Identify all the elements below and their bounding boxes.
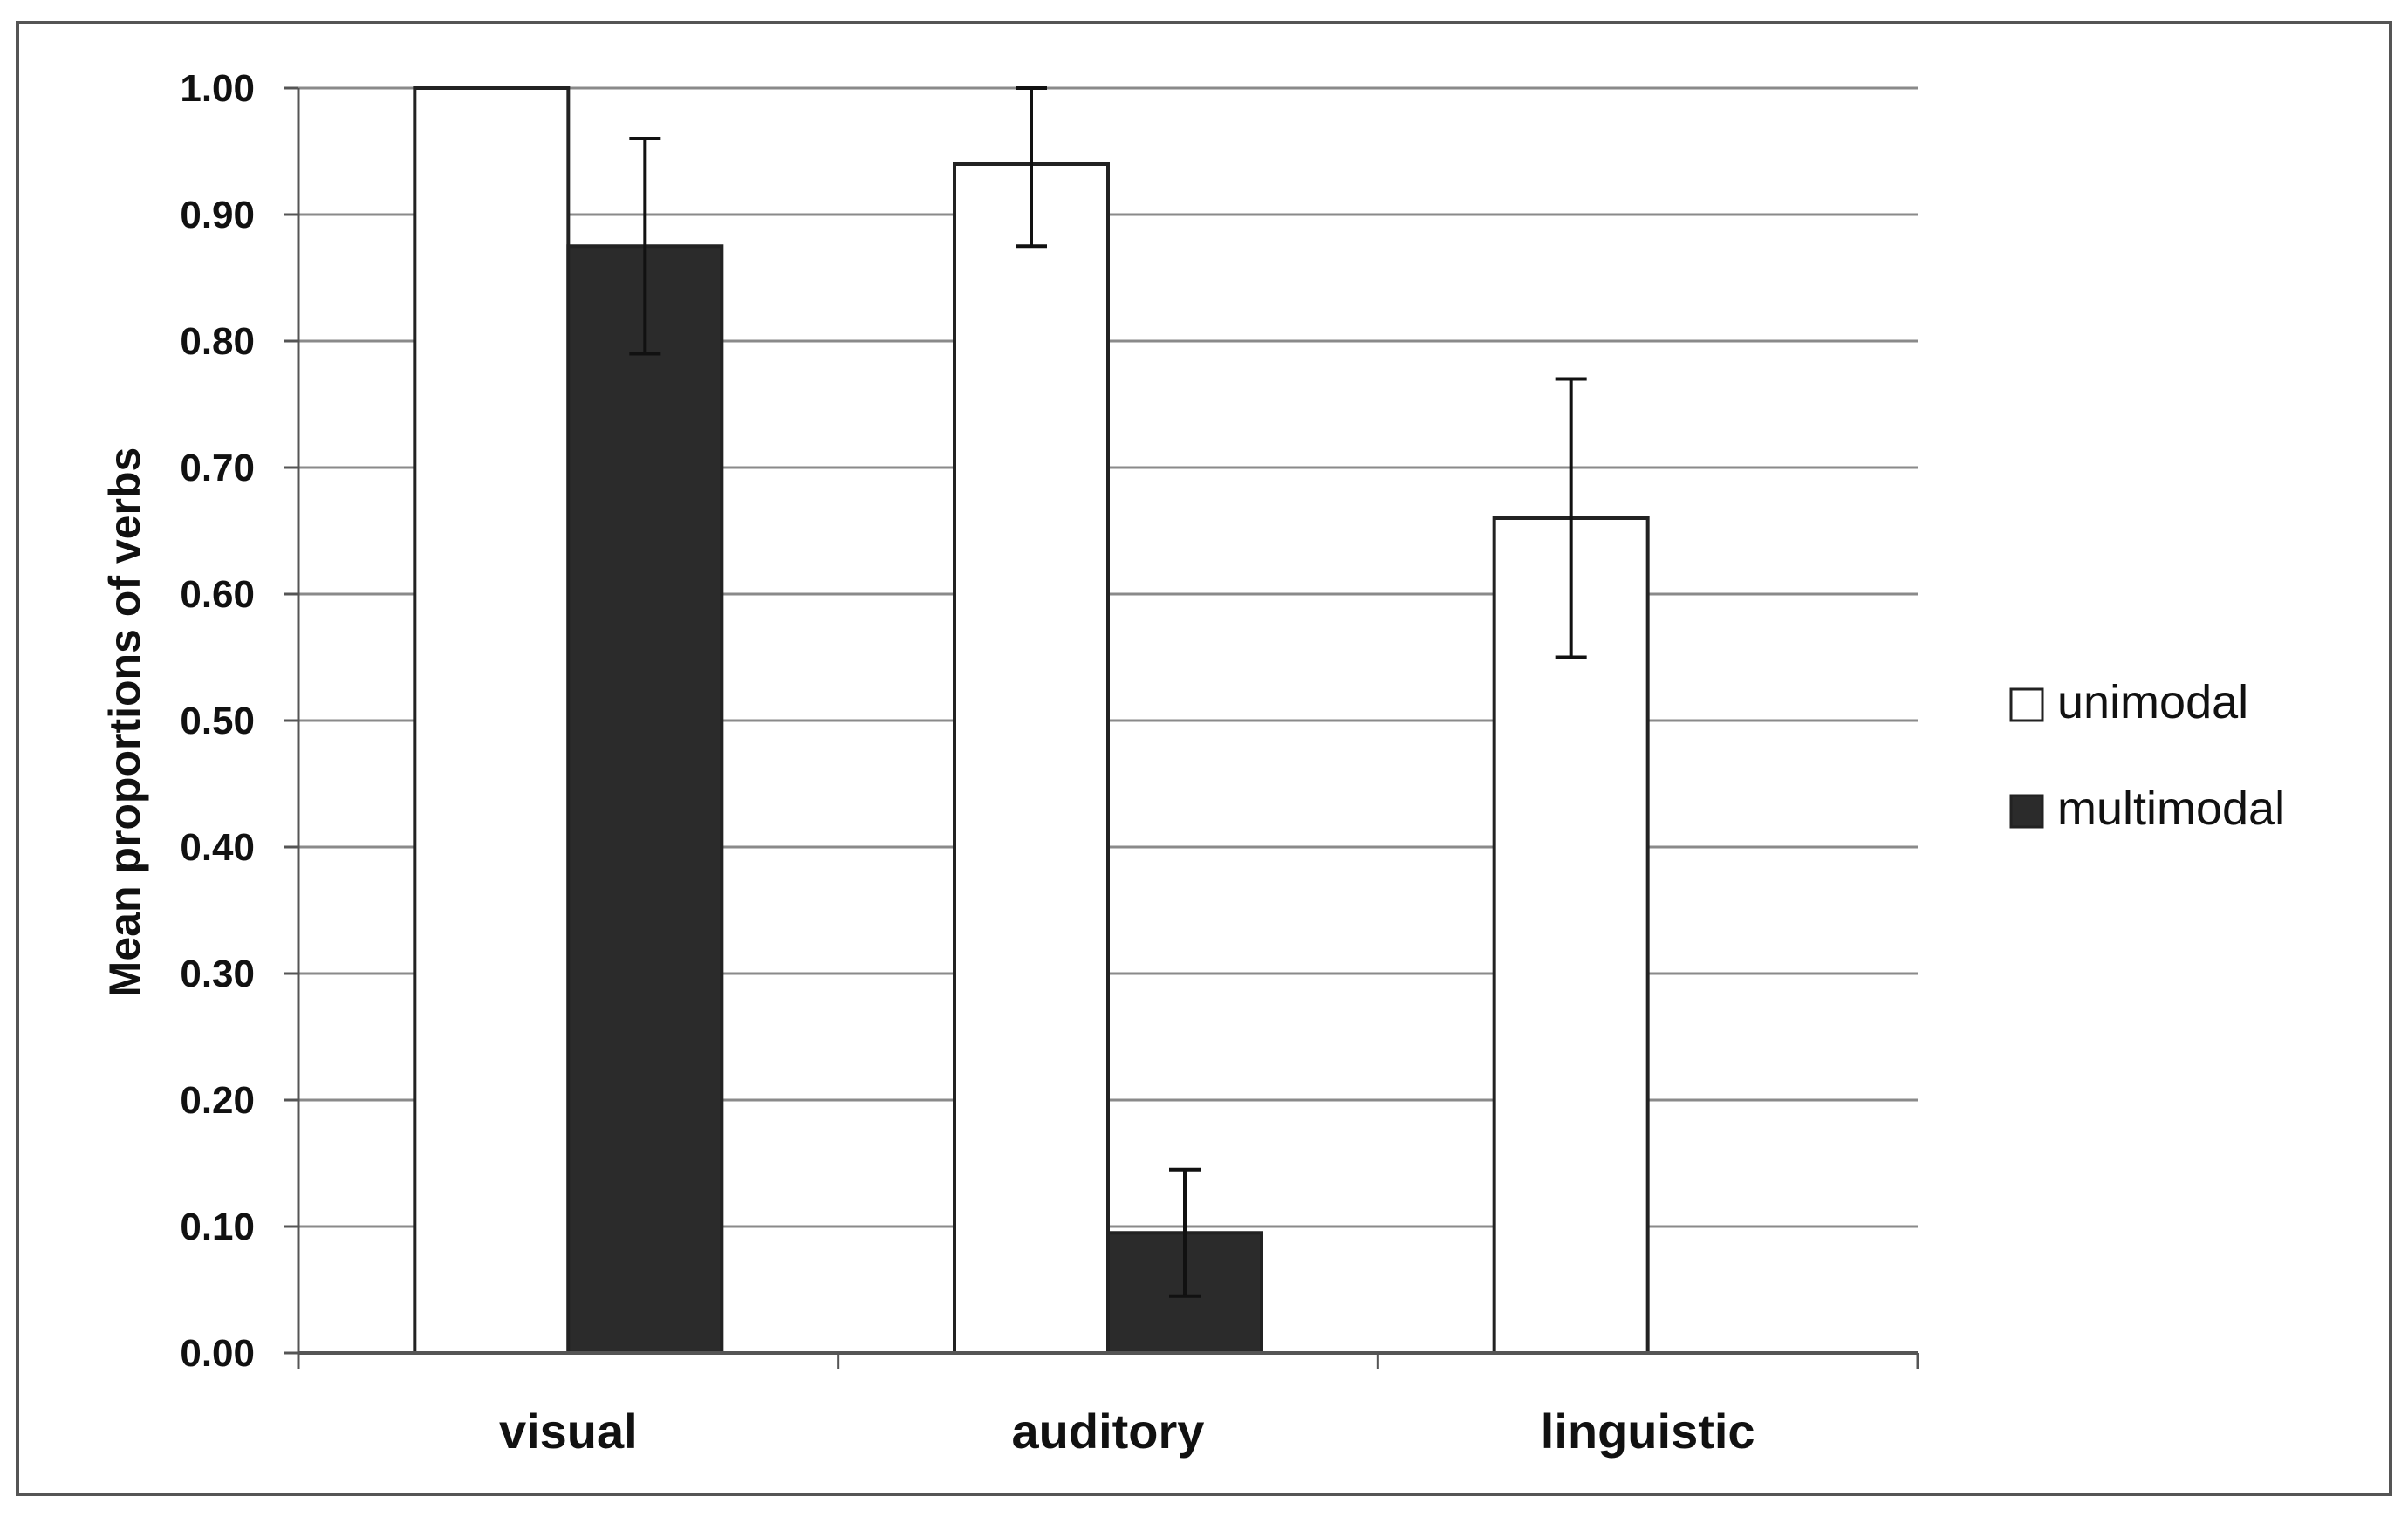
- y-tick-label: 0.60: [180, 573, 255, 616]
- y-tick-label: 0.20: [180, 1079, 255, 1122]
- bar-unimodal-auditory: [953, 162, 1110, 1355]
- y-tick-label: 0.00: [180, 1332, 255, 1375]
- y-tick-label: 0.30: [180, 953, 255, 995]
- error-bar-multimodal-auditory: [1169, 1167, 1201, 1298]
- x-category-label: linguistic: [1541, 1404, 1755, 1459]
- error-bars: [629, 86, 1587, 1298]
- y-tick-label: 0.50: [180, 700, 255, 742]
- error-bar-unimodal-auditory: [1016, 86, 1047, 249]
- x-category-labels: visual auditory linguistic: [499, 1404, 1755, 1459]
- x-category-label: visual: [499, 1404, 638, 1459]
- y-axis-label: Mean proportions of verbs: [100, 448, 149, 998]
- y-tick-label: 0.80: [180, 320, 255, 363]
- legend-swatch: [2009, 687, 2044, 722]
- error-bar-unimodal-linguistic: [1555, 377, 1587, 659]
- y-tick-label: 0.40: [180, 826, 255, 869]
- y-tick-label: 1.00: [180, 67, 255, 110]
- legend-label: multimodal: [2057, 782, 2285, 835]
- bar-multimodal-visual: [566, 244, 724, 1355]
- y-tick-label: 0.70: [180, 447, 255, 489]
- legend-item-unimodal: unimodal: [2009, 676, 2248, 728]
- legend-label: unimodal: [2057, 676, 2248, 728]
- legend-swatch: [2009, 794, 2044, 829]
- y-tick-label: 0.90: [180, 194, 255, 236]
- legend-item-multimodal: multimodal: [2009, 782, 2285, 835]
- legend: unimodal multimodal: [2009, 676, 2285, 835]
- x-category-label: auditory: [1012, 1404, 1205, 1459]
- y-tick-label: 0.10: [180, 1206, 255, 1248]
- y-tick-labels: 0.00 0.10 0.20 0.30 0.40 0.50 0.60 0.70 0.80 0.90…: [180, 67, 298, 1375]
- bar-unimodal-visual: [413, 86, 571, 1355]
- error-bar-multimodal-visual: [629, 137, 661, 356]
